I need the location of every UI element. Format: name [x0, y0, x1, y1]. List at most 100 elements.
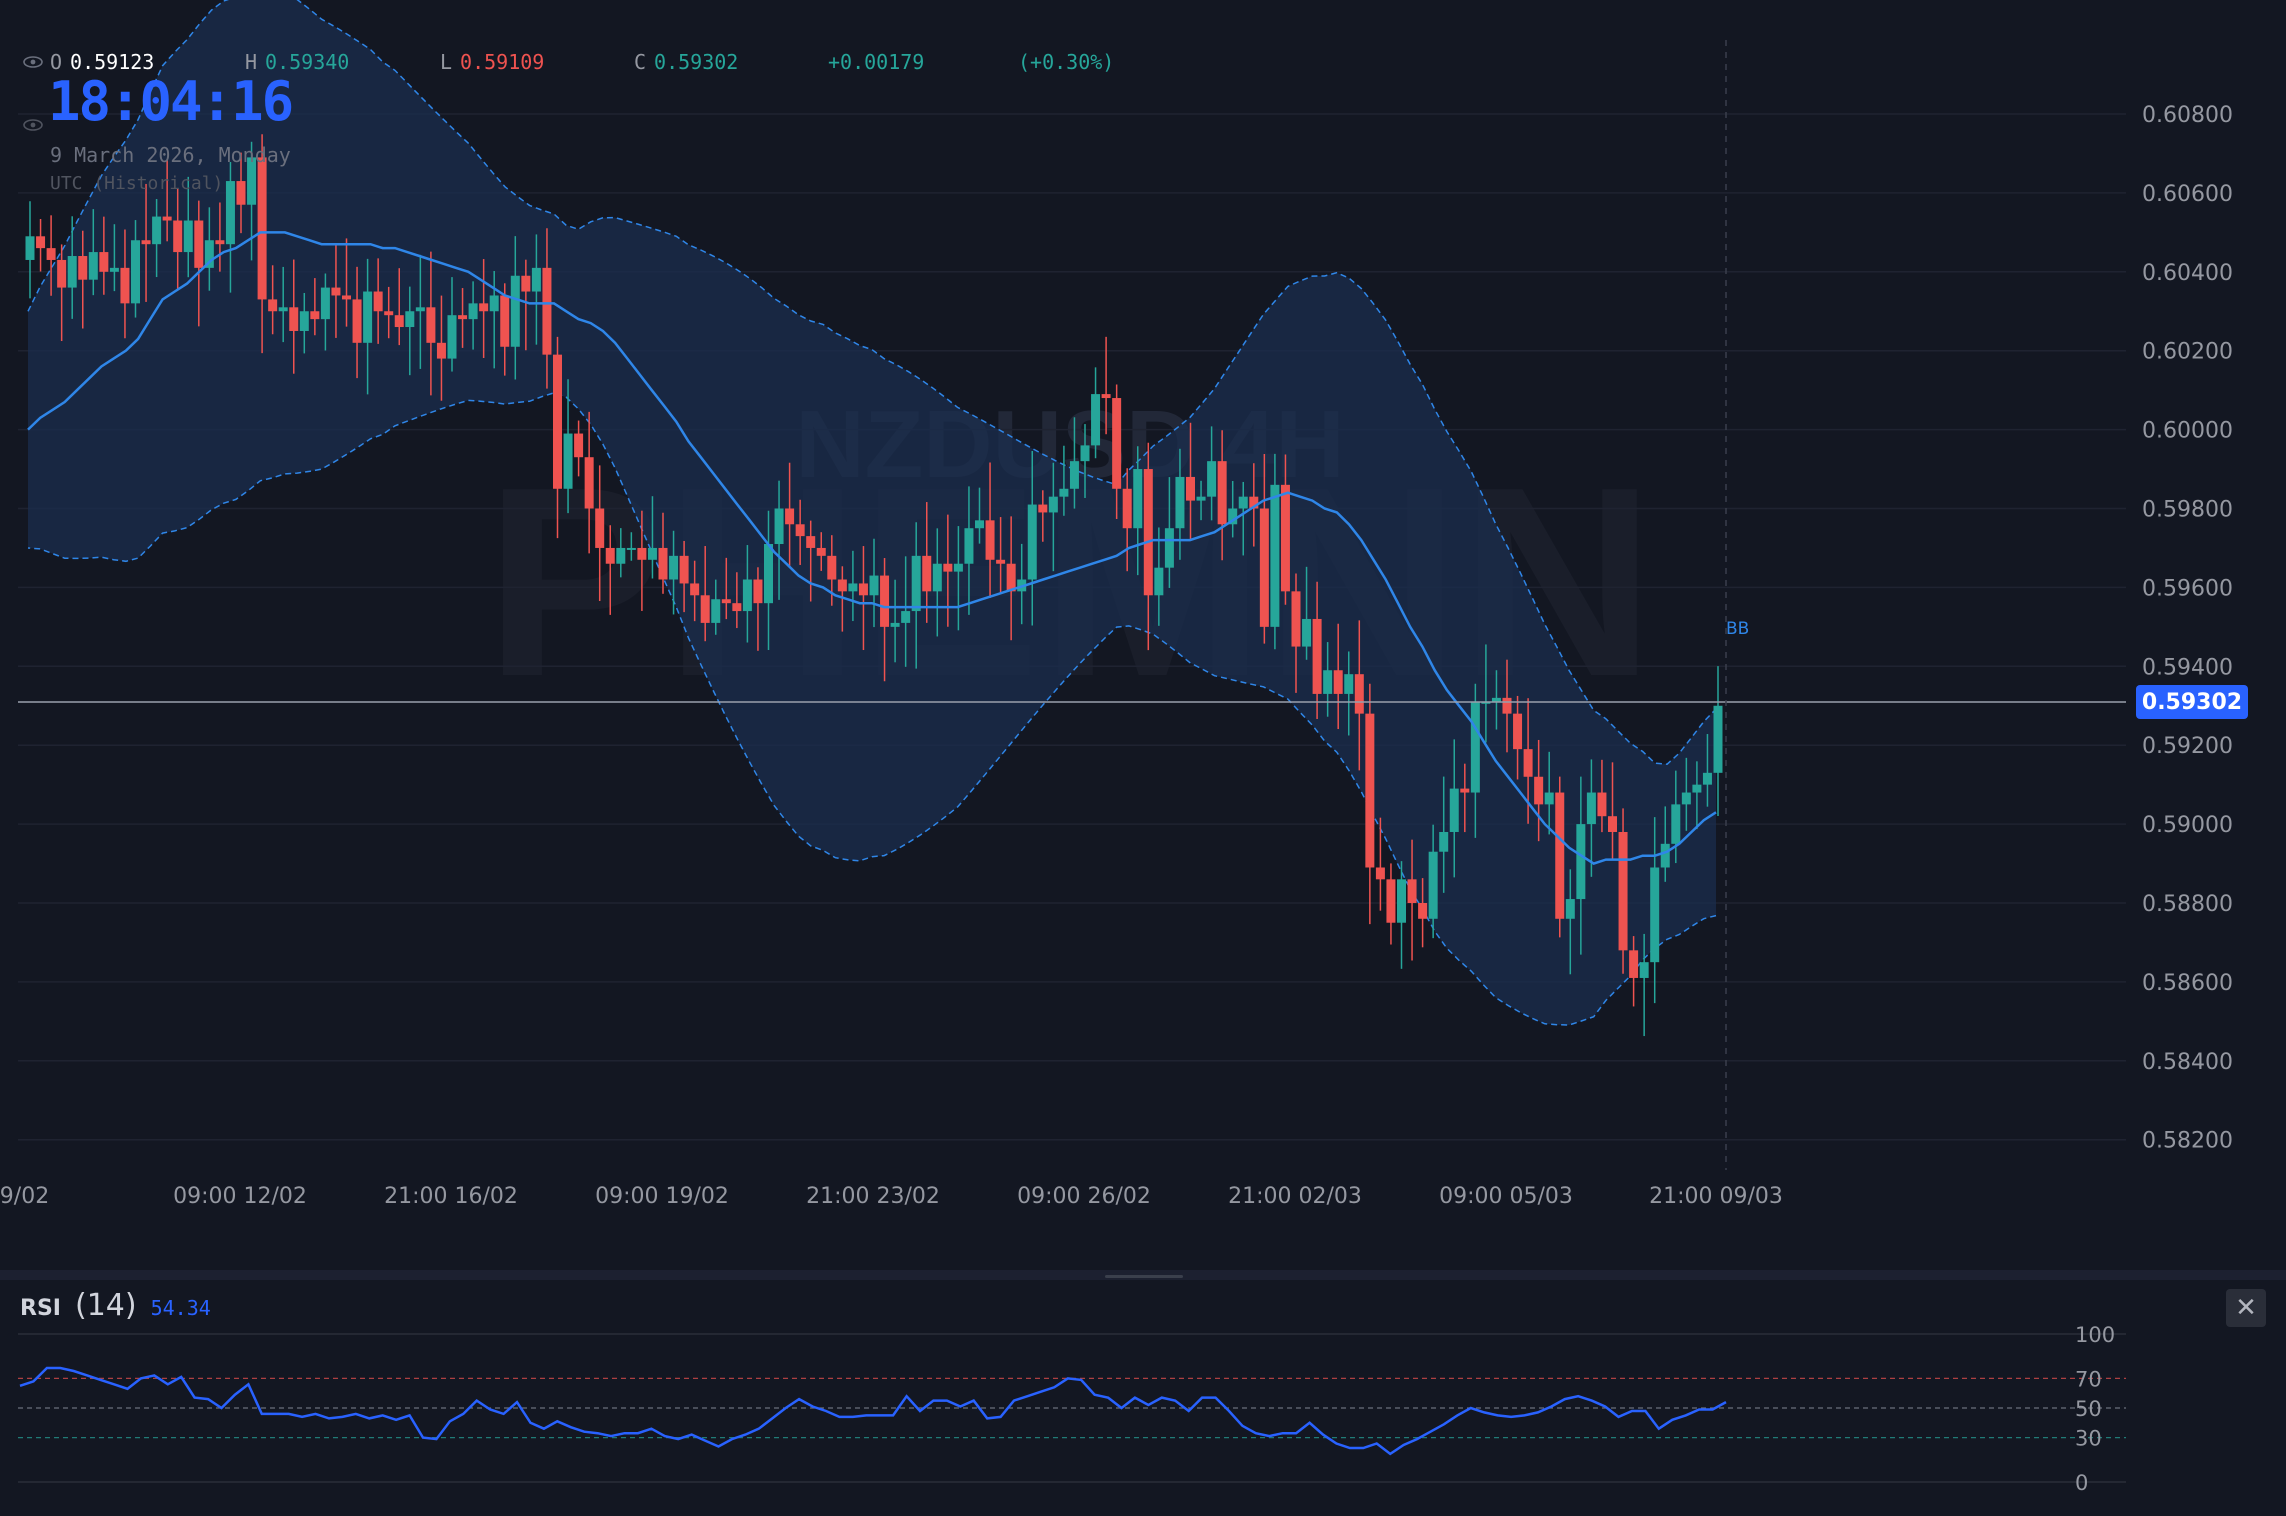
- candle-body: [1523, 749, 1533, 777]
- candle: [99, 216, 109, 295]
- candle: [1133, 446, 1143, 576]
- candle-body: [25, 236, 35, 260]
- candle-body: [932, 563, 942, 592]
- candle-body: [1059, 488, 1069, 497]
- price-chart[interactable]: PHEMNN NZDUSD 4H 0.608000.606000.604000.…: [0, 0, 2286, 1270]
- candle-body: [637, 547, 647, 560]
- candle: [278, 266, 288, 343]
- candle-body: [1576, 824, 1586, 900]
- close-rsi-button[interactable]: ✕: [2226, 1289, 2266, 1327]
- change-value: +0.00179: [828, 50, 925, 74]
- change-percent: (+0.30%): [1018, 50, 1115, 74]
- price-tick-label: 0.59600: [2142, 576, 2233, 601]
- candle: [764, 510, 773, 650]
- candle-body: [162, 216, 172, 221]
- candle-body: [236, 181, 246, 205]
- candle: [1386, 863, 1396, 945]
- candle-body: [1586, 792, 1596, 825]
- candle: [1112, 384, 1122, 520]
- eye-icon-secondary[interactable]: [22, 118, 44, 132]
- candle: [1692, 761, 1702, 830]
- candle-body: [1639, 962, 1649, 978]
- candle-body: [384, 311, 394, 316]
- candle: [1460, 763, 1470, 833]
- candle-body: [953, 563, 963, 572]
- rsi-value: 54.34: [150, 1296, 211, 1320]
- candle: [268, 265, 278, 335]
- rsi-length: (14): [74, 1288, 137, 1323]
- candle-body: [131, 240, 140, 304]
- candle-body: [310, 311, 320, 320]
- candle-body: [732, 603, 742, 612]
- candle: [194, 200, 204, 327]
- candle: [1428, 824, 1438, 939]
- candle-body: [1692, 784, 1702, 793]
- candle-body: [605, 547, 615, 564]
- candle: [215, 202, 225, 272]
- candle: [869, 538, 879, 628]
- rsi-chart[interactable]: 100 70 50 30 0: [0, 1280, 2286, 1516]
- time-tick-label: 21:00 02/03: [1228, 1184, 1362, 1209]
- bollinger-lower-line: [27, 392, 1717, 1026]
- candle: [1101, 336, 1111, 435]
- time-axis[interactable]: 00 09/02 09:00 12/02 21:00 16/02 09:00 19/0…: [0, 1184, 1783, 1209]
- candle-body: [215, 240, 225, 245]
- candle-body: [1428, 851, 1438, 919]
- candle: [1639, 933, 1649, 1037]
- candle-body: [1259, 508, 1269, 627]
- candle-body: [647, 547, 657, 560]
- candle-body: [1618, 831, 1628, 951]
- candle-body: [542, 267, 552, 355]
- pane-resize-handle[interactable]: [1105, 1275, 1183, 1278]
- candle: [1027, 450, 1037, 626]
- eye-icon[interactable]: [22, 55, 44, 69]
- candle-body: [1544, 792, 1554, 805]
- candle: [373, 258, 383, 344]
- candle-body: [1238, 496, 1248, 509]
- candle-body: [1555, 792, 1565, 919]
- candle-body: [88, 252, 98, 280]
- rsi-tick-label: 30: [2075, 1427, 2102, 1451]
- candle-body: [394, 315, 404, 328]
- candle-body: [1143, 469, 1153, 596]
- candle: [225, 161, 235, 293]
- candle-body: [1027, 504, 1037, 580]
- candle-body: [531, 267, 541, 292]
- candle: [1491, 670, 1501, 730]
- candle: [848, 550, 858, 622]
- candle-body: [1175, 476, 1185, 529]
- candle: [299, 292, 309, 354]
- candle: [141, 183, 151, 302]
- candle-body: [1249, 496, 1259, 509]
- candle-body: [1365, 713, 1375, 868]
- candle-body: [690, 583, 700, 596]
- candle-body: [1069, 461, 1079, 489]
- candle: [1544, 751, 1554, 835]
- rsi-tick-label: 0: [2075, 1471, 2088, 1495]
- price-axis[interactable]: 0.60800 0.60600 0.60400 0.60200 0.60000 0.598…: [2142, 103, 2233, 1154]
- candle: [384, 286, 394, 339]
- candle: [500, 283, 510, 376]
- candle-body: [1101, 394, 1111, 399]
- candle-body: [57, 259, 67, 288]
- open-value: 0.59123: [70, 50, 155, 74]
- candle: [1143, 442, 1153, 651]
- candle: [1048, 462, 1058, 572]
- candle: [806, 520, 816, 602]
- candle-body: [774, 508, 784, 545]
- candle-body: [616, 547, 626, 564]
- candle-body: [500, 295, 510, 347]
- candle-body: [1386, 879, 1396, 923]
- candle: [342, 238, 351, 327]
- candle-body: [837, 579, 847, 592]
- candle: [405, 286, 415, 376]
- candle: [183, 176, 193, 278]
- bb-indicator-label[interactable]: BB: [1726, 619, 1750, 639]
- candle: [616, 528, 626, 578]
- candle-body: [1080, 445, 1090, 462]
- candle: [510, 236, 520, 380]
- candle-body: [373, 291, 383, 312]
- close-icon: ✕: [2235, 1293, 2257, 1323]
- candle: [1207, 426, 1217, 521]
- candle: [1291, 573, 1301, 693]
